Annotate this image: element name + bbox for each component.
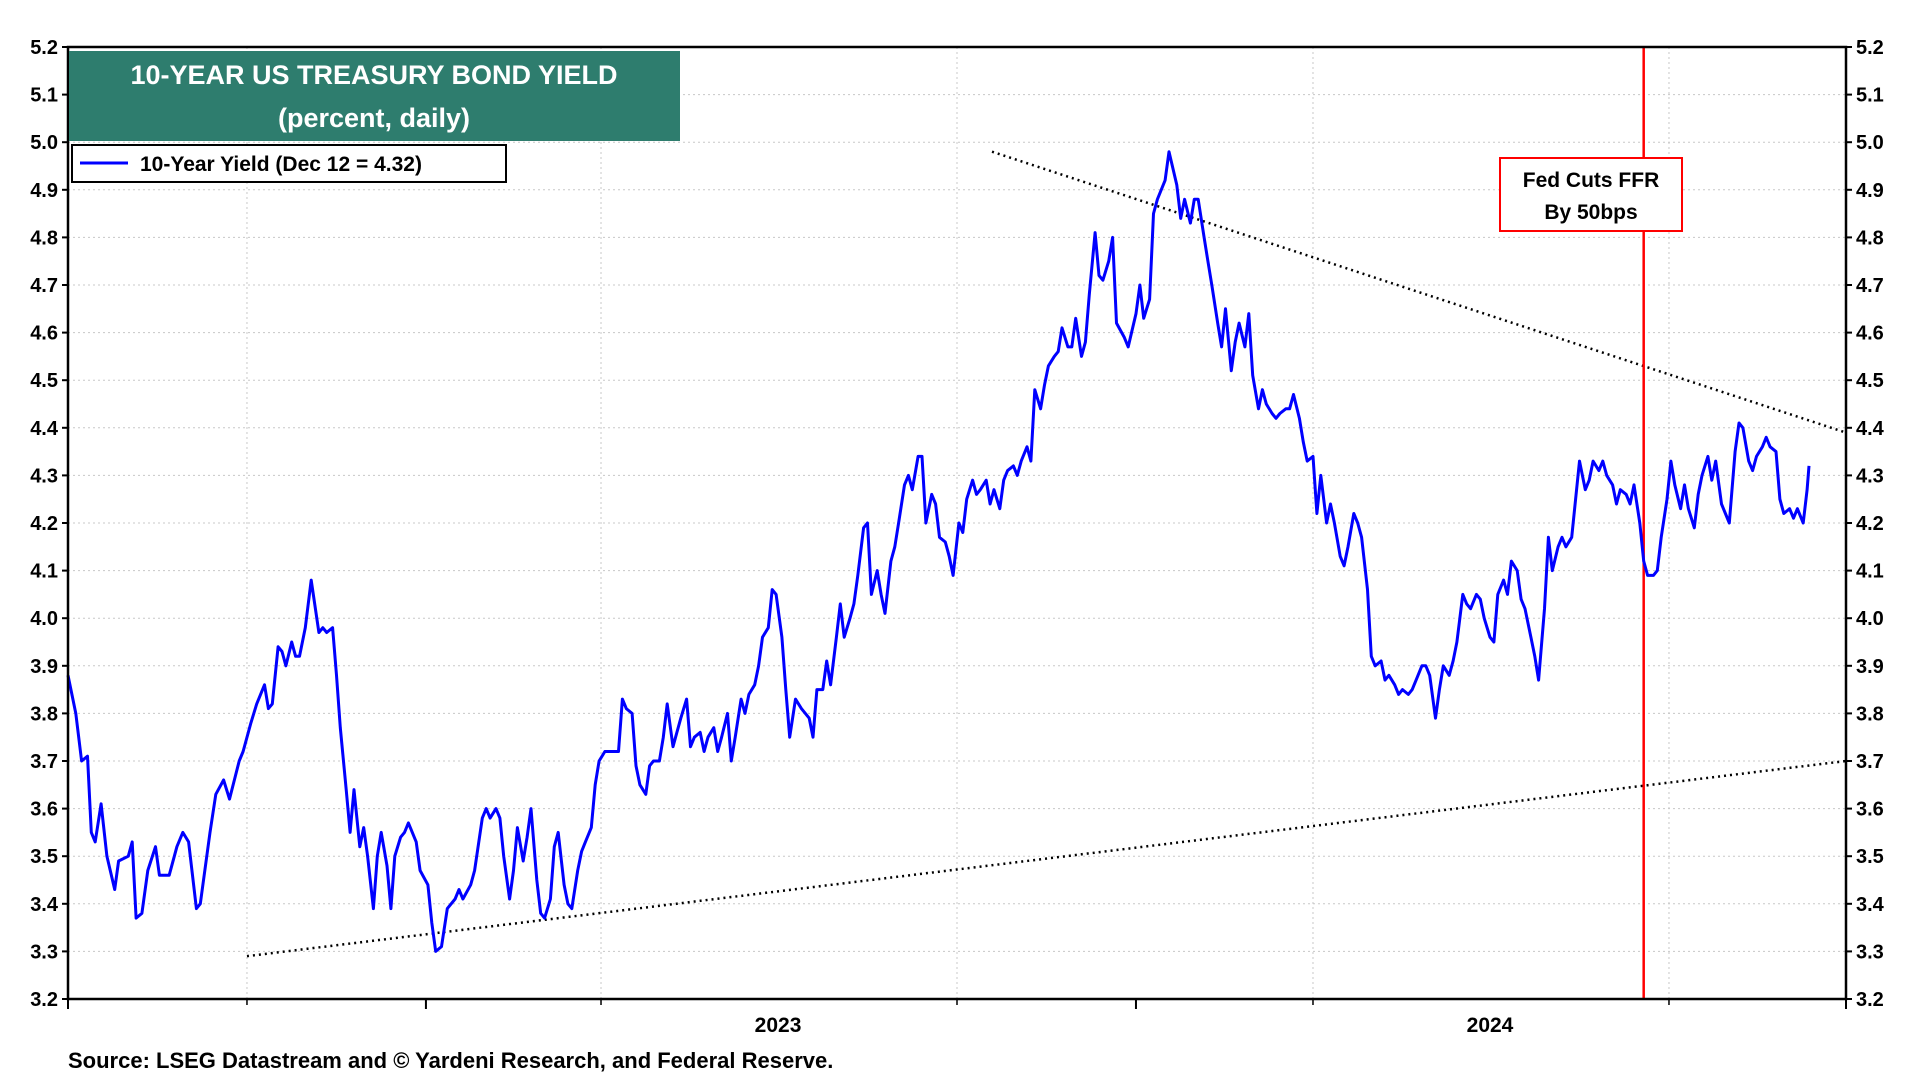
y-tick-label-left: 4.6 — [30, 323, 58, 345]
y-tick-label-right: 3.8 — [1856, 703, 1884, 725]
trendline — [246, 759, 1847, 958]
legend-label: 10-Year Yield (Dec 12 = 4.32) — [140, 153, 422, 176]
y-tick-label-right: 4.5 — [1856, 370, 1884, 392]
y-tick-label-right: 3.2 — [1856, 989, 1884, 1011]
y-tick-label-left: 4.9 — [30, 180, 58, 202]
chart-title: 10-YEAR US TREASURY BOND YIELD — [130, 60, 617, 90]
y-tick-label-right: 4.6 — [1856, 323, 1884, 345]
y-tick-label-right: 3.7 — [1856, 751, 1884, 773]
y-tick-label-left: 3.6 — [30, 799, 58, 821]
y-tick-label-left: 5.1 — [30, 85, 58, 107]
y-tick-label-left: 3.5 — [30, 846, 58, 868]
y-tick-label-right: 4.7 — [1856, 275, 1884, 297]
y-tick-label-left: 3.8 — [30, 703, 58, 725]
y-tick-label-left: 5.2 — [30, 37, 58, 59]
y-tick-label-right: 3.9 — [1856, 656, 1884, 678]
y-tick-label-right: 4.4 — [1856, 418, 1885, 440]
y-tick-label-left: 4.7 — [30, 275, 58, 297]
y-tick-label-left: 4.1 — [30, 561, 58, 583]
y-tick-label-left: 4.2 — [30, 513, 58, 535]
y-tick-label-right: 5.1 — [1856, 85, 1884, 107]
y-tick-label-left: 4.4 — [30, 418, 59, 440]
y-tick-label-right: 3.5 — [1856, 846, 1884, 868]
y-axis-left: 3.2 3.3 3.4 3.5 3.6 3.7 3.8 3.9 4.0 4.1 4.2 4.3 4.4 4… — [30, 37, 68, 1011]
y-tick-label-right: 4.3 — [1856, 465, 1884, 487]
series-line — [66, 150, 1811, 953]
y-tick-label-left: 3.7 — [30, 751, 58, 773]
y-tick-label-right: 3.4 — [1856, 894, 1885, 916]
series-layer — [66, 150, 1811, 953]
y-tick-label-right: 4.8 — [1856, 227, 1884, 249]
x-tick-label: 2024 — [1467, 1014, 1514, 1037]
y-tick-label-left: 4.8 — [30, 227, 58, 249]
y-tick-label-right: 4.9 — [1856, 180, 1884, 202]
y-tick-label-left: 4.0 — [30, 608, 58, 630]
trendlines — [246, 150, 1847, 958]
y-tick-label-right: 5.0 — [1856, 132, 1884, 154]
y-tick-label-left: 4.3 — [30, 465, 58, 487]
y-tick-label-right: 3.6 — [1856, 799, 1884, 821]
y-tick-label-left: 3.2 — [30, 989, 58, 1011]
chart-subtitle: (percent, daily) — [278, 103, 470, 133]
grid — [68, 47, 1846, 999]
annotation-line-1: Fed Cuts FFR — [1523, 169, 1660, 192]
y-tick-label-left: 3.9 — [30, 656, 58, 678]
y-tick-label-left: 5.0 — [30, 132, 58, 154]
y-tick-label-right: 4.2 — [1856, 513, 1884, 535]
source-note: Source: LSEG Datastream and © Yardeni Re… — [68, 1048, 833, 1073]
y-axis-right: 3.2 3.3 3.4 3.5 3.6 3.7 3.8 3.9 4.0 4.1 4.2 4.3 4.4 4… — [1846, 37, 1885, 1011]
y-tick-label-left: 3.4 — [30, 894, 59, 916]
title-box: 10-YEAR US TREASURY BOND YIELD (percent,… — [69, 51, 680, 141]
x-tick-label: 2023 — [755, 1014, 802, 1037]
annotation-box: Fed Cuts FFR By 50bps — [1499, 157, 1683, 232]
y-tick-label-left: 4.5 — [30, 370, 58, 392]
annotation-line-2: By 50bps — [1544, 201, 1637, 224]
legend: 10-Year Yield (Dec 12 = 4.32) — [71, 144, 507, 183]
y-tick-label-left: 3.3 — [30, 941, 58, 963]
y-tick-label-right: 3.3 — [1856, 941, 1884, 963]
y-tick-label-right: 4.1 — [1856, 561, 1884, 583]
x-axis: 2023 2024 — [67, 999, 1847, 1037]
y-tick-label-right: 5.2 — [1856, 37, 1884, 59]
y-tick-label-right: 4.0 — [1856, 608, 1884, 630]
